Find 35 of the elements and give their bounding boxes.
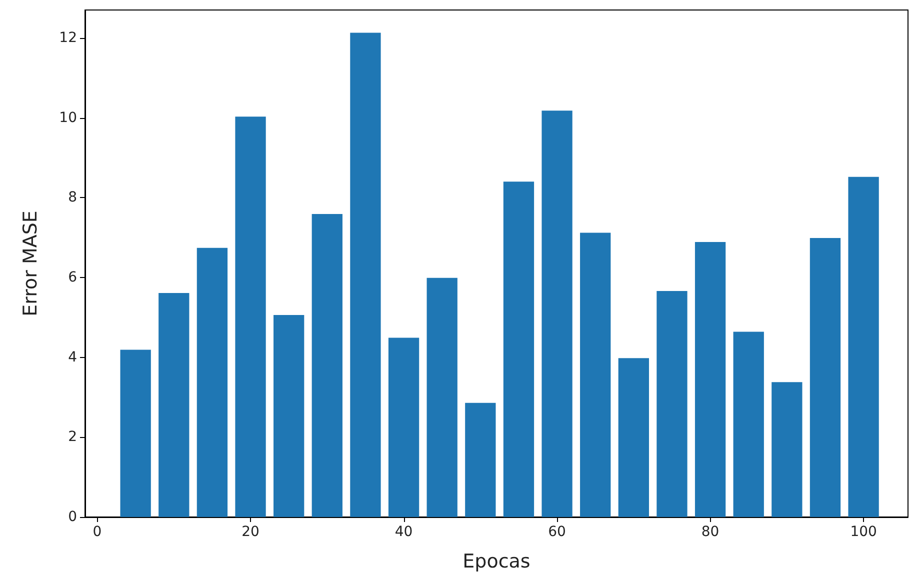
x-tick-label: 100: [850, 524, 877, 540]
bar: [503, 182, 534, 517]
bar: [196, 248, 228, 517]
y-axis-title: Error MASE: [20, 210, 42, 316]
bar: [694, 242, 726, 517]
bar: [580, 232, 611, 517]
bar: [158, 293, 190, 517]
bar: [618, 358, 649, 517]
y-tick-label: 2: [68, 429, 77, 446]
x-tick-label: 0: [92, 524, 102, 540]
x-tick-label: 20: [242, 524, 260, 540]
bar: [312, 214, 342, 517]
bar: [772, 382, 802, 517]
bar: [465, 402, 496, 517]
bar: [120, 350, 151, 517]
x-tick-label: 40: [394, 524, 413, 540]
bar: [848, 176, 879, 517]
bar: [656, 291, 688, 517]
bar: [350, 32, 381, 517]
y-tick-label: 0: [68, 509, 77, 525]
bar: [810, 238, 841, 517]
bar: [388, 338, 420, 517]
bar: [733, 332, 764, 517]
x-tick-label: 60: [548, 524, 566, 540]
bar: [542, 110, 572, 517]
bar: [426, 278, 458, 517]
y-tick-label: 6: [68, 269, 78, 286]
y-tick-label: 8: [68, 190, 77, 206]
y-tick-label: 4: [68, 349, 78, 366]
x-tick-label: 80: [701, 524, 720, 540]
y-tick-label: 10: [59, 110, 77, 126]
y-tick-label: 12: [59, 30, 77, 46]
bar: [274, 315, 304, 517]
bar: [235, 116, 266, 517]
x-axis-title: Epocas: [462, 550, 530, 572]
